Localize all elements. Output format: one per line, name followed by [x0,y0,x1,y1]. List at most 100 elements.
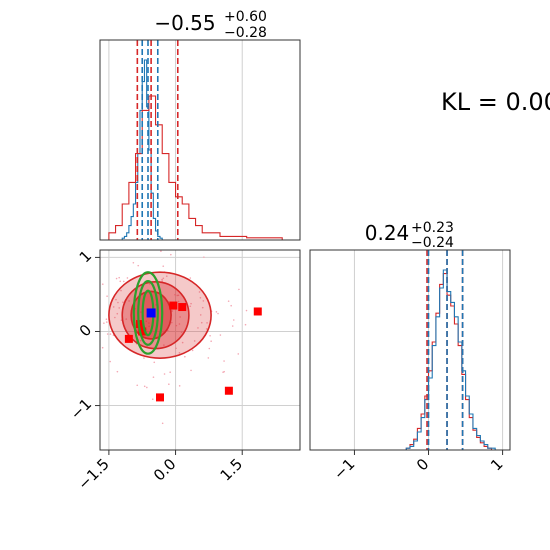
top-left-histograms [100,40,300,240]
y-tick-label: 0 [76,321,95,340]
scatter-point [160,250,162,252]
bottom-right-frame [309,249,511,451]
red-marker [156,393,164,402]
scatter-point [223,370,225,373]
scatter-point [181,341,184,344]
scatter-point [178,352,181,354]
scatter-point [146,386,148,389]
red-marker [253,307,262,316]
scatter-point [179,316,181,318]
scatter-point [115,298,117,301]
scatter-point [139,311,142,313]
scatter-point [93,316,95,318]
scatter-point [231,325,234,327]
scatter-point [101,346,104,349]
scatter-point [152,376,155,378]
scatter-point [208,347,211,350]
scatter-point [175,347,177,350]
scatter-point [168,383,170,386]
scatter-point [116,370,119,373]
scatter-point [145,320,148,323]
scatter-point [126,277,129,279]
red-marker [224,386,233,395]
scatter-point [109,333,112,335]
scatter-point [106,295,108,297]
scatter-point [105,318,108,321]
scatter-point [106,333,109,335]
scatter-point [151,398,154,400]
scatter-point [114,316,116,319]
scatter-point [215,311,218,313]
scatter-point [148,325,150,328]
scatter-point [191,349,194,352]
scatter-point [143,385,146,388]
scatter-point [71,372,73,374]
scatter-point [190,302,192,305]
scatter-point [205,328,208,330]
scatter-point [238,288,240,291]
top-left-grid [108,40,243,240]
bottom-right-histograms [405,250,496,450]
scatter-point [161,278,163,281]
x-tick-label: −1.5 [74,455,112,493]
scatter-point [153,361,156,364]
green-contour-level [132,271,164,355]
blue-marker [146,308,156,318]
scatter-point [177,300,180,303]
scatter-point [119,280,122,283]
bottom-right-title-minus: −0.24 [411,235,454,251]
scatter-point [163,344,165,346]
bottom-left-contours [71,248,262,425]
scatter-point [103,322,105,324]
bottom-left-frame [99,249,301,451]
x-tick-label: 1 [487,455,506,474]
scatter-point [178,385,181,387]
scatter-point [180,331,183,333]
red-marker [178,303,187,312]
green-contour-level [137,280,159,346]
scatter-point [189,305,192,308]
scatter-point [189,277,192,279]
red-marker [136,320,144,329]
scatter-point [179,248,181,250]
scatter-point [244,323,247,326]
scatter-point [219,334,222,336]
scatter-point [190,369,192,372]
scatter-point [175,324,178,327]
scatter-point [78,264,80,266]
scatter-point [227,300,230,302]
scatter-point [143,357,145,359]
top-left-hist-red [100,95,300,240]
scatter-point [193,340,196,342]
panel-top-left: −0.55 +0.60 −0.28 [99,9,301,241]
scatter-point [206,322,208,324]
panel-bottom-right: −1 0 1 0.24 +0.23 −0.24 [309,220,511,483]
scatter-point [128,300,130,302]
scatter-point [237,353,240,355]
scatter-point [148,322,150,324]
scatter-point [230,304,232,307]
scatter-point [184,355,186,358]
scatter-point [162,265,165,267]
scatter-point [132,261,135,264]
bottom-right-hist-blue [405,269,496,450]
scatter-point [161,280,163,283]
red-marker [169,301,178,310]
scatter-point [169,371,171,374]
scatter-point [109,360,111,363]
scatter-point [199,296,202,299]
scatter-point [203,256,205,258]
scatter-point [174,293,176,296]
scatter-point [161,422,164,425]
scatter-point [165,275,168,277]
scatter-point [170,253,172,256]
bottom-right-title-plus: +0.23 [411,220,454,236]
scatter-point [162,277,165,280]
bottom-right-ticks: −1 0 1 [330,450,507,483]
bottom-right-title: 0.24 [365,221,410,245]
kl-label: KL = 0.00 [441,88,550,116]
scatter-point [210,340,212,343]
top-left-title-minus: −0.28 [224,25,267,41]
scatter-point [148,283,151,285]
